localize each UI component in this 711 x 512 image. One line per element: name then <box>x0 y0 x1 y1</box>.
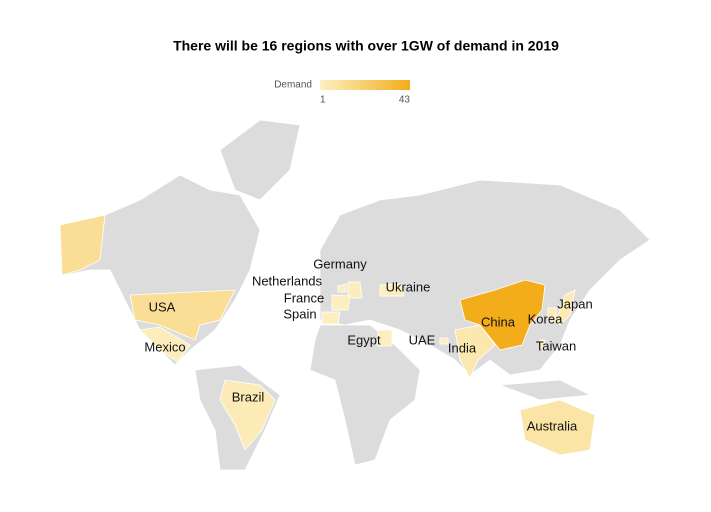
region-shape <box>139 326 191 363</box>
region-label: Korea <box>528 311 563 326</box>
legend-min: 1 <box>320 95 326 106</box>
legend-max: 43 <box>399 95 411 106</box>
region-label: India <box>448 340 477 355</box>
region-label: Australia <box>527 418 578 433</box>
region-shape <box>219 379 276 451</box>
eurasia <box>319 179 651 376</box>
region-shape <box>439 337 449 345</box>
region-shape <box>459 279 546 351</box>
region-shape <box>539 339 546 349</box>
region-label: France <box>284 290 324 305</box>
region-shape <box>377 329 393 347</box>
region-label: Japan <box>557 296 592 311</box>
region-label: UAE <box>409 332 436 347</box>
region-shape <box>331 294 351 311</box>
region-shape <box>321 311 341 325</box>
region-label: Mexico <box>144 339 185 354</box>
labels: USA Mexico Brazil Netherlands Germany FranceS… <box>144 256 592 433</box>
region-shape <box>337 283 347 293</box>
indonesia <box>499 379 592 401</box>
region-shape <box>555 289 576 326</box>
region-label: Spain <box>283 306 316 321</box>
region-label: Egypt <box>347 332 381 347</box>
region-label: Brazil <box>232 389 265 404</box>
region-shape <box>547 307 557 323</box>
region-shape <box>519 399 596 456</box>
region-shape <box>59 214 236 341</box>
region-label: China <box>481 314 516 329</box>
region-label: Netherlands <box>252 273 323 288</box>
region-shape <box>347 281 363 299</box>
region-label: Germany <box>313 256 367 271</box>
region-shape <box>379 283 405 297</box>
map-title: There will be 16 regions with over 1GW o… <box>173 38 559 54</box>
legend-gradient <box>320 80 410 90</box>
legend-label: Demand <box>274 80 312 91</box>
greenland <box>219 119 301 201</box>
regions <box>59 214 596 456</box>
region-label: Ukraine <box>386 279 431 294</box>
region-label: USA <box>149 299 176 314</box>
region-label: Taiwan <box>536 338 576 353</box>
